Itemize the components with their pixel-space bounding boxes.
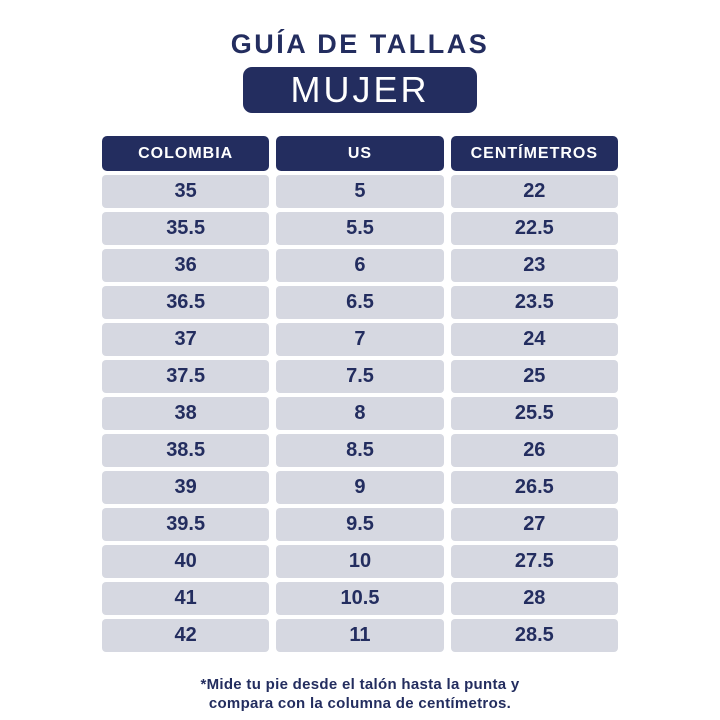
size-cell-us: 6: [276, 249, 444, 283]
size-cell-us: 9: [276, 471, 444, 505]
size-cell-colombia: 42: [102, 619, 270, 653]
size-cell-cm: 22.5: [450, 212, 618, 246]
size-cell-colombia: 36: [102, 249, 270, 283]
size-cell-colombia: 36.5: [102, 286, 270, 320]
size-cell-colombia: 35: [102, 175, 270, 209]
size-cell-us: 9.5: [276, 508, 444, 542]
table-row: 40 10 27.5: [102, 545, 618, 579]
size-cell-colombia: 40: [102, 545, 270, 579]
size-cell-cm: 25.5: [450, 397, 618, 431]
table-row: 38 8 25.5: [102, 397, 618, 431]
column-header-colombia: COLOMBIA: [102, 136, 270, 172]
table-row: 35 5 22: [102, 175, 618, 209]
table-row: 42 11 28.5: [102, 619, 618, 653]
size-cell-colombia: 38: [102, 397, 270, 431]
size-cell-cm: 28.5: [450, 619, 618, 653]
size-cell-cm: 23.5: [450, 286, 618, 320]
size-cell-us: 11: [276, 619, 444, 653]
page-title: GUÍA DE TALLAS: [230, 29, 490, 59]
column-header-centimetros: CENTÍMETROS: [450, 136, 618, 172]
table-header-row: COLOMBIA US CENTÍMETROS: [102, 136, 618, 172]
size-cell-cm: 26.5: [450, 471, 618, 505]
size-cell-colombia: 38.5: [102, 434, 270, 468]
footnote-line: compara con la columna de centímetros.: [208, 695, 512, 713]
footnote-line: *Mide tu pie desde el talón hasta la pun…: [200, 676, 520, 694]
size-cell-us: 5.5: [276, 212, 444, 246]
table-row: 36.5 6.5 23.5: [102, 286, 618, 320]
size-cell-us: 10.5: [276, 582, 444, 616]
size-cell-cm: 25: [450, 360, 618, 394]
size-cell-colombia: 35.5: [102, 212, 270, 246]
table-row: 38.5 8.5 26: [102, 434, 618, 468]
size-cell-cm: 23: [450, 249, 618, 283]
table-row: 35.5 5.5 22.5: [102, 212, 618, 246]
size-cell-cm: 27: [450, 508, 618, 542]
size-cell-colombia: 39.5: [102, 508, 270, 542]
size-cell-us: 6.5: [276, 286, 444, 320]
table-row: 37 7 24: [102, 323, 618, 357]
size-cell-us: 7.5: [276, 360, 444, 394]
size-cell-cm: 27.5: [450, 545, 618, 579]
size-table: COLOMBIA US CENTÍMETROS 35 5 22 35.5 5.5 22.5…: [102, 136, 618, 653]
size-cell-cm: 28: [450, 582, 618, 616]
table-row: 39 9 26.5: [102, 471, 618, 505]
size-cell-cm: 24: [450, 323, 618, 357]
size-cell-cm: 22: [450, 175, 618, 209]
table-row: 39.5 9.5 27: [102, 508, 618, 542]
size-cell-colombia: 37: [102, 323, 270, 357]
size-cell-us: 8: [276, 397, 444, 431]
size-cell-colombia: 39: [102, 471, 270, 505]
footnote: *Mide tu pie desde el talón hasta la pun…: [0, 676, 720, 714]
table-row: 36 6 23: [102, 249, 618, 283]
size-cell-us: 10: [276, 545, 444, 579]
table-row: 37.5 7.5 25: [102, 360, 618, 394]
size-cell-us: 7: [276, 323, 444, 357]
size-cell-us: 5: [276, 175, 444, 209]
gender-badge: MUJER: [243, 67, 477, 114]
size-cell-cm: 26: [450, 434, 618, 468]
size-cell-us: 8.5: [276, 434, 444, 468]
column-header-us: US: [276, 136, 444, 172]
table-row: 41 10.5 28: [102, 582, 618, 616]
size-cell-colombia: 41: [102, 582, 270, 616]
size-cell-colombia: 37.5: [102, 360, 270, 394]
table-body: 35 5 22 35.5 5.5 22.5 36 6 23 36.5 6.5 23.5 37 7 24 37.…: [102, 175, 618, 653]
